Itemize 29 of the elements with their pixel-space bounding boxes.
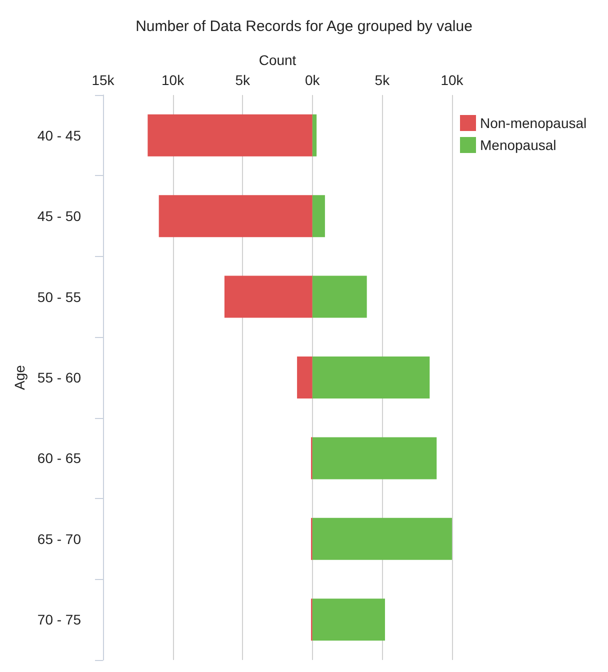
y-tick-label: 55 - 60 <box>37 370 82 386</box>
x-tick-label: 15k <box>92 72 116 88</box>
bar <box>148 114 312 156</box>
x-tick-label: 5k <box>374 72 391 88</box>
bar <box>312 195 325 238</box>
x-tick-label: 5k <box>235 72 251 88</box>
x-tick-label: 10k <box>440 72 464 88</box>
bar <box>312 437 437 480</box>
bar <box>297 356 312 398</box>
bar <box>312 598 385 641</box>
y-tick-label: 70 - 75 <box>37 612 82 628</box>
legend-label: Non-menopausal <box>480 115 587 131</box>
bar <box>158 195 312 238</box>
x-axis-title: Count <box>258 52 296 68</box>
bar <box>312 276 367 318</box>
y-tick-label: 65 - 70 <box>37 530 82 547</box>
bar <box>312 114 317 156</box>
x-tick-label: 10k <box>162 72 186 88</box>
y-tick-label: 40 - 45 <box>37 127 82 144</box>
bar <box>224 276 312 318</box>
y-tick-label: 60 - 65 <box>37 450 82 466</box>
x-tick-label: 0k <box>305 72 321 88</box>
bar <box>312 518 452 560</box>
y-tick-label: 50 - 55 <box>37 288 82 305</box>
y-tick-label: 45 - 50 <box>37 208 82 224</box>
bar <box>312 356 430 398</box>
legend-label: Menopausal <box>480 137 556 153</box>
chart-title: Number of Data Records for Age grouped by value <box>136 18 472 35</box>
y-axis-title: Age <box>12 364 28 390</box>
